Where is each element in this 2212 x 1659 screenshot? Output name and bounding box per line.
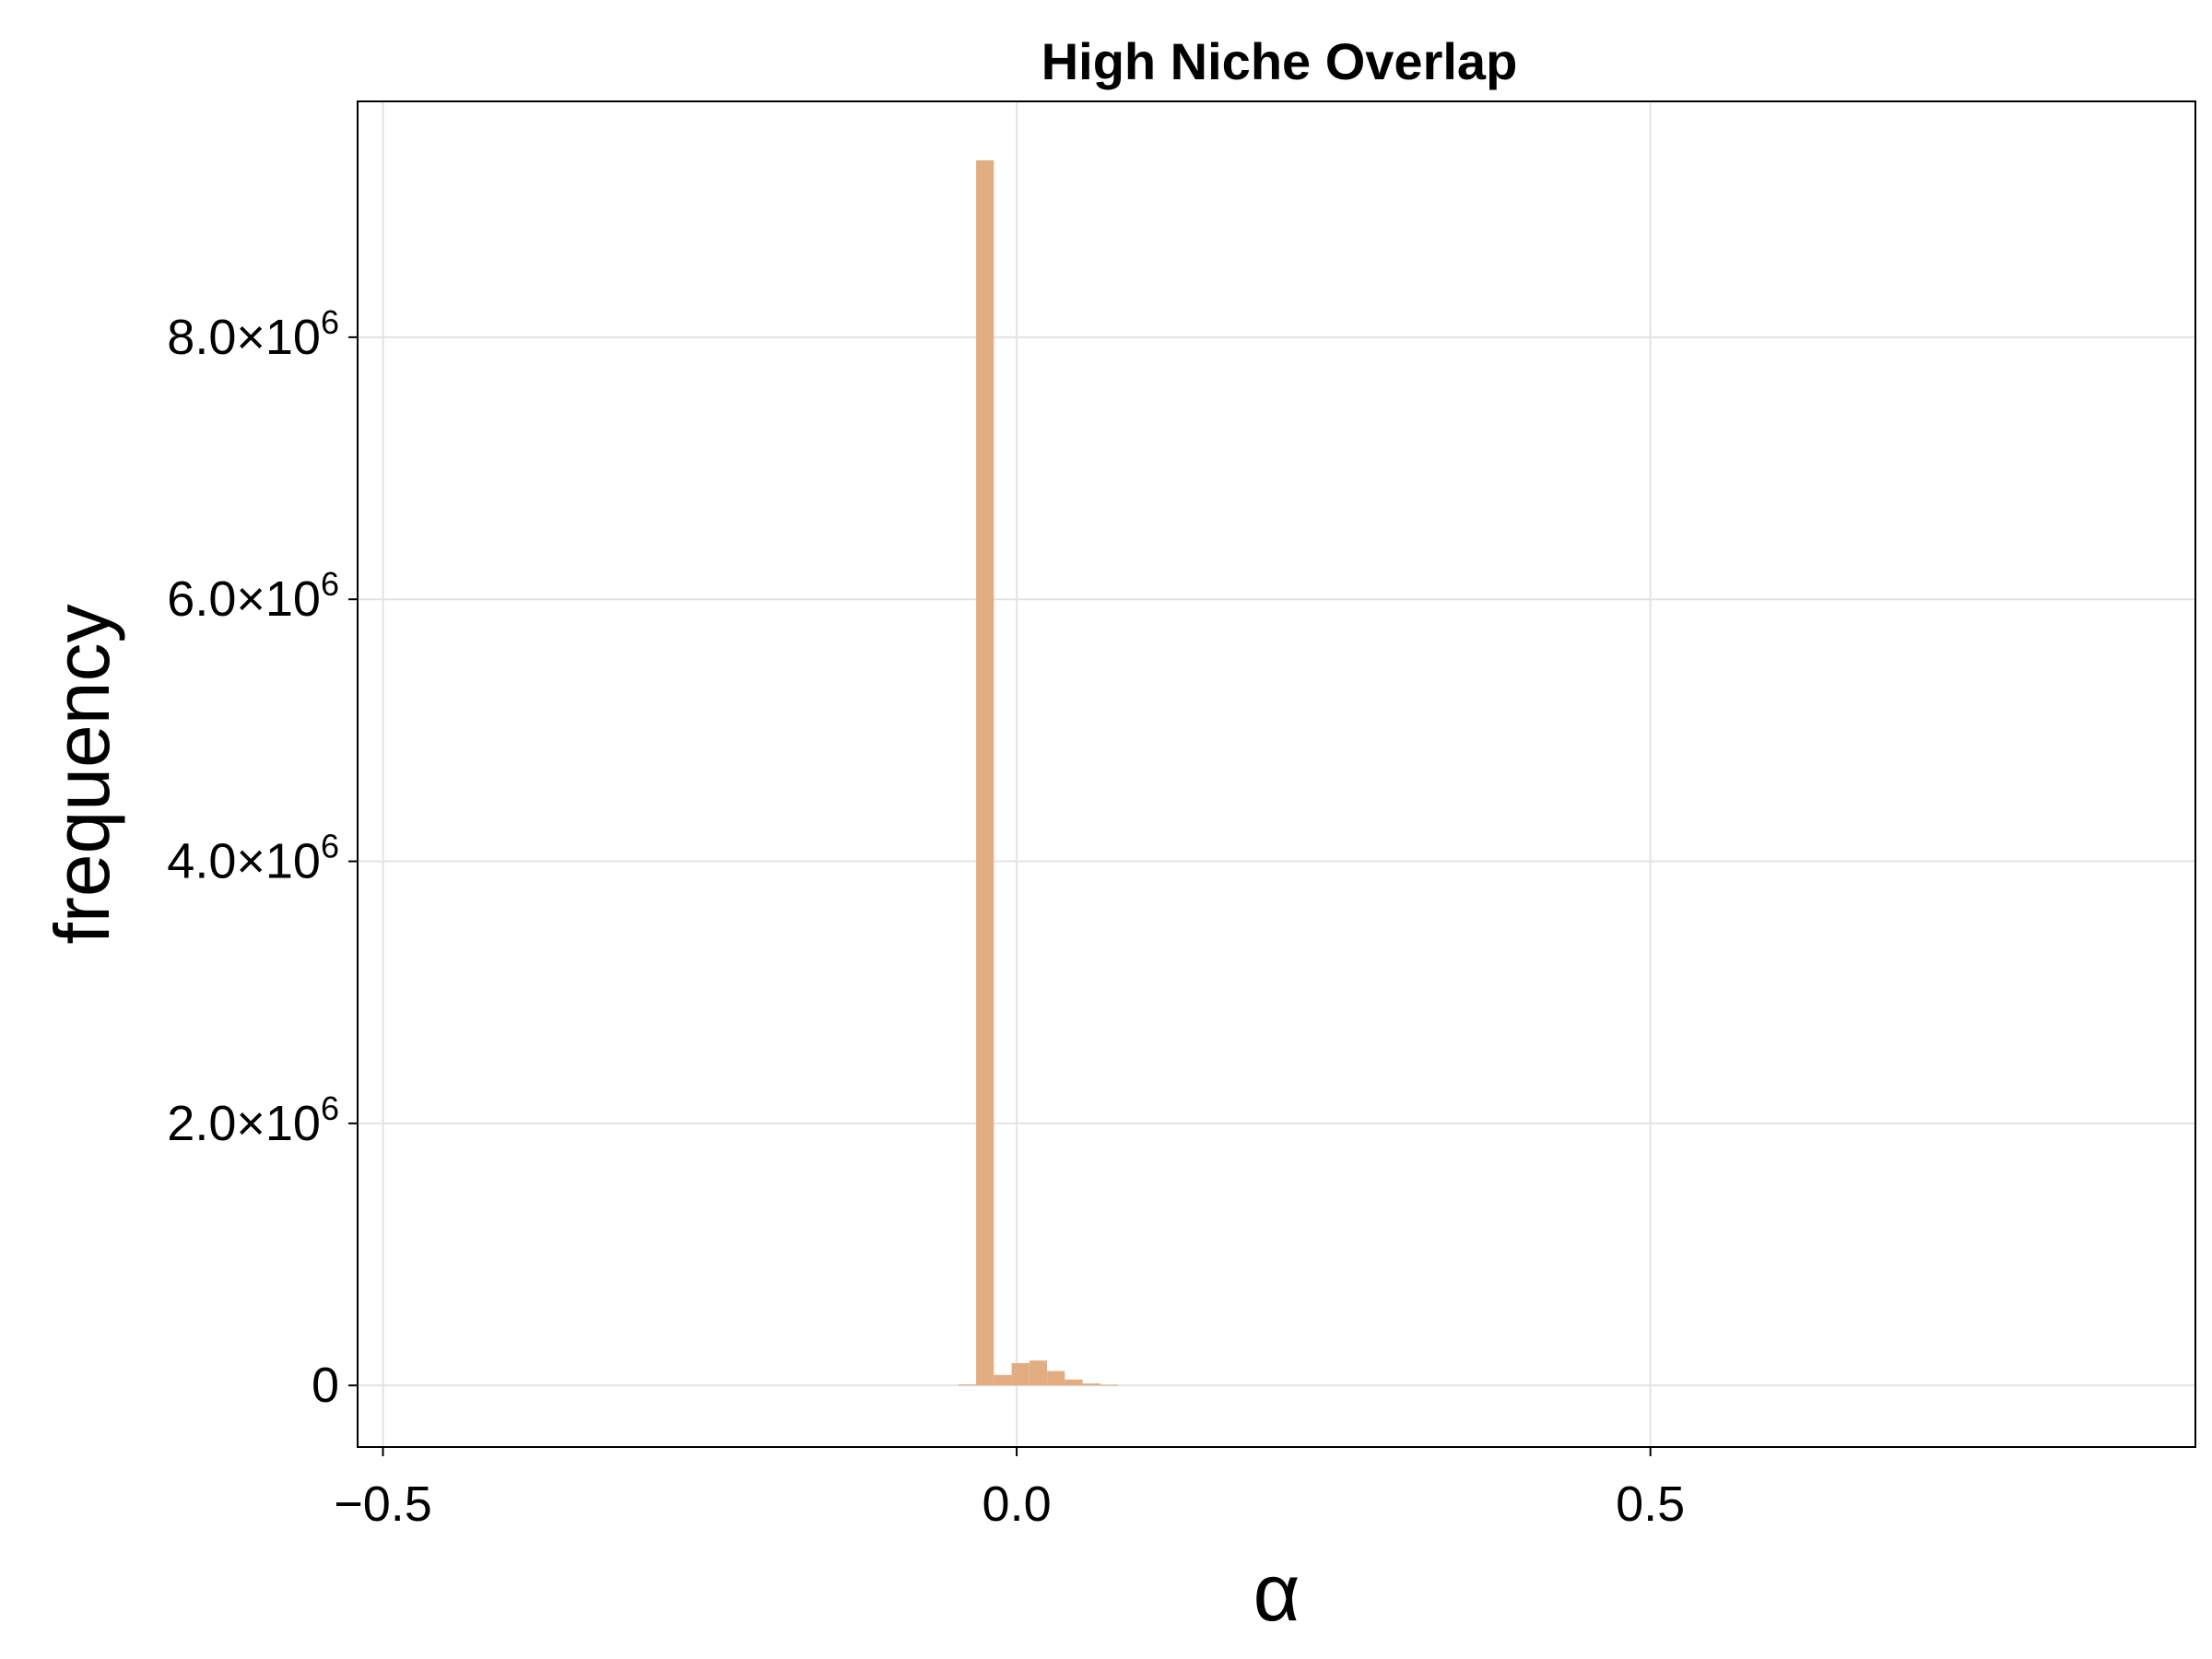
histogram-bar	[1065, 1379, 1083, 1386]
y-tick-label: 6.0×106	[167, 565, 339, 627]
y-tick-label-base: 4.0×10	[167, 834, 321, 889]
y-tick-label-exponent: 6	[321, 828, 339, 865]
histogram-bar	[1011, 1363, 1030, 1386]
y-tick-label: 0	[312, 1358, 339, 1413]
y-tick-label: 4.0×106	[167, 828, 339, 889]
histogram-bar	[994, 1374, 1012, 1386]
y-tick-label-exponent: 6	[321, 1089, 339, 1127]
x-axis-label: α	[1253, 1547, 1300, 1638]
y-tick-label-base: 8.0×10	[167, 310, 321, 365]
y-tick-label: 8.0×106	[167, 303, 339, 365]
plot-frame	[357, 100, 2196, 1448]
y-tick-label-exponent: 6	[321, 565, 339, 603]
x-tick-label: 0.5	[1616, 1477, 1685, 1532]
histogram-bar	[1029, 1360, 1048, 1386]
y-grid	[358, 335, 2195, 1387]
y-tick-label-base: 6.0×10	[167, 571, 321, 627]
x-tick-label: 0.0	[982, 1477, 1052, 1532]
y-axis-label: frequency	[39, 605, 125, 945]
y-tick-label: 2.0×106	[167, 1089, 339, 1151]
y-tick-label-exponent: 6	[321, 303, 339, 341]
chart-title: High Niche Overlap	[1041, 32, 1518, 90]
y-tick-label-base: 0	[312, 1358, 339, 1413]
x-tick-label: −0.5	[334, 1477, 432, 1532]
x-axis-ticks: −0.5 0.0 0.5	[334, 1447, 1685, 1532]
histogram-bars	[958, 159, 1119, 1386]
x-grid	[382, 101, 1652, 1447]
y-tick-label-base: 2.0×10	[167, 1096, 321, 1151]
histogram-bar	[1100, 1384, 1119, 1386]
histogram-bar	[976, 159, 994, 1386]
histogram-bar	[1082, 1383, 1100, 1386]
histogram-bar	[958, 1384, 977, 1386]
histogram-bar	[1047, 1371, 1065, 1386]
